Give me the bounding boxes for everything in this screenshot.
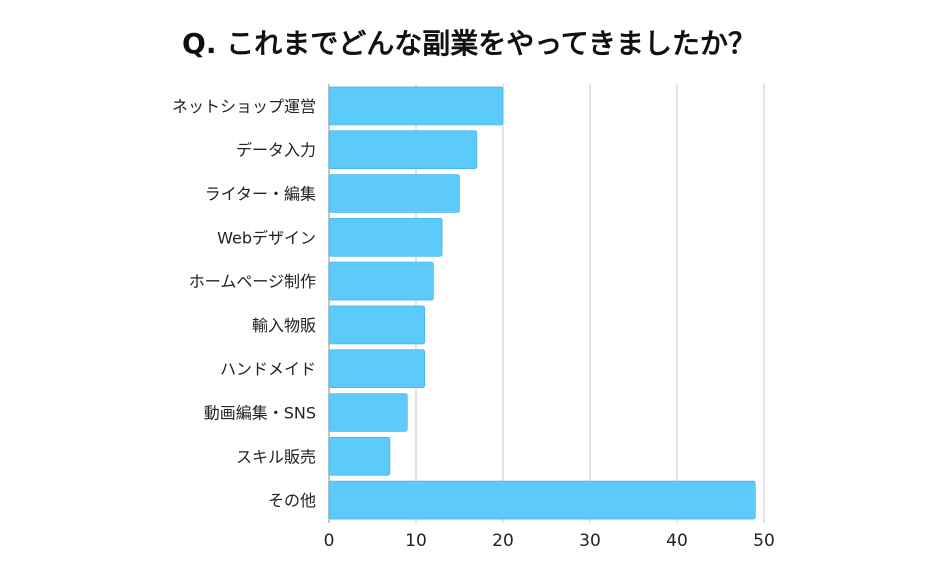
x-tick-label: 50 [753, 531, 775, 551]
bar [328, 480, 756, 520]
bars [328, 86, 756, 520]
x-tick-label: 0 [324, 531, 335, 551]
category-label: ネットショップ運営 [172, 97, 316, 116]
bar [328, 174, 460, 213]
bar [328, 86, 504, 126]
bar [328, 349, 425, 389]
bar [328, 436, 391, 476]
bar [328, 261, 434, 301]
category-label: ハンドメイド [220, 360, 316, 379]
category-label: 動画編集・SNS [204, 404, 316, 423]
bar [328, 393, 408, 432]
category-label: その他 [268, 491, 316, 510]
bar [328, 305, 425, 345]
category-label: ライター・編集 [205, 185, 316, 204]
x-tick-label: 10 [405, 531, 427, 551]
x-axis-tick-labels: 0 10 20 30 40 50 [324, 531, 775, 551]
chart-title: Q. これまでどんな副業をやってきましたか？ [182, 27, 756, 60]
category-label: Webデザイン [217, 228, 316, 247]
x-tick-label: 30 [579, 531, 601, 551]
category-label: スキル販売 [236, 447, 316, 466]
category-label: ホームページ制作 [189, 272, 316, 291]
category-label: 輸入物販 [252, 316, 316, 335]
bar [328, 218, 443, 257]
x-tick-label: 20 [492, 531, 514, 551]
x-tick-label: 40 [666, 531, 688, 551]
category-label: データ入力 [236, 141, 316, 160]
bar [328, 130, 478, 169]
